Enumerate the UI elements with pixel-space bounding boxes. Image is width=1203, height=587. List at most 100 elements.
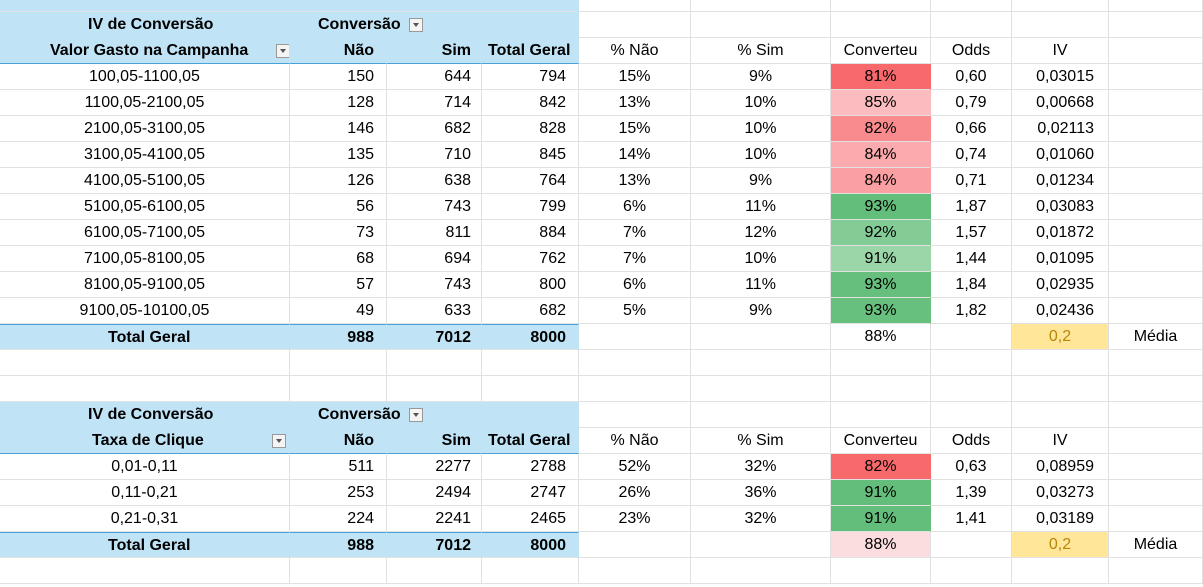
value-pct-nao[interactable]: 13%	[579, 168, 691, 194]
value-converteu[interactable]: 85%	[831, 90, 931, 116]
value-nao[interactable]: 57	[290, 272, 387, 298]
value-total[interactable]: 845	[482, 142, 579, 168]
cell[interactable]	[579, 558, 691, 584]
value-iv[interactable]: 0,03189	[1012, 506, 1109, 532]
row-label[interactable]: 3100,05-4100,05	[0, 142, 290, 168]
cell[interactable]	[1109, 194, 1203, 220]
value-converteu[interactable]: 92%	[831, 220, 931, 246]
value-pct-sim[interactable]: 11%	[691, 194, 831, 220]
value-pct-nao[interactable]: 7%	[579, 220, 691, 246]
total-iv-average[interactable]: 0,2	[1012, 324, 1109, 350]
cell[interactable]	[931, 532, 1012, 558]
value-total[interactable]: 828	[482, 116, 579, 142]
cell[interactable]	[482, 350, 579, 376]
row-label[interactable]: 6100,05-7100,05	[0, 220, 290, 246]
value-total[interactable]: 799	[482, 194, 579, 220]
row-label[interactable]: 8100,05-9100,05	[0, 272, 290, 298]
cell[interactable]	[831, 0, 931, 12]
cell[interactable]	[1109, 116, 1203, 142]
cell[interactable]	[482, 0, 579, 12]
cell[interactable]	[1012, 402, 1109, 428]
cell[interactable]	[931, 402, 1012, 428]
value-pct-nao[interactable]: 52%	[579, 454, 691, 480]
cell[interactable]	[1109, 246, 1203, 272]
value-odds[interactable]: 0,74	[931, 142, 1012, 168]
cell[interactable]	[1012, 558, 1109, 584]
value-pct-sim[interactable]: 11%	[691, 272, 831, 298]
value-pct-nao[interactable]: 14%	[579, 142, 691, 168]
cell[interactable]	[1109, 558, 1203, 584]
value-converteu[interactable]: 82%	[831, 116, 931, 142]
cell[interactable]	[831, 350, 931, 376]
value-converteu[interactable]: 91%	[831, 506, 931, 532]
cell[interactable]	[579, 0, 691, 12]
cell[interactable]	[387, 376, 482, 402]
cell[interactable]	[1109, 90, 1203, 116]
value-odds[interactable]: 1,84	[931, 272, 1012, 298]
value-sim[interactable]: 638	[387, 168, 482, 194]
value-nao[interactable]: 511	[290, 454, 387, 480]
value-sim[interactable]: 811	[387, 220, 482, 246]
value-converteu[interactable]: 93%	[831, 272, 931, 298]
cell[interactable]	[290, 0, 387, 12]
value-sim[interactable]: 714	[387, 90, 482, 116]
cell[interactable]	[387, 558, 482, 584]
value-pct-nao[interactable]: 6%	[579, 272, 691, 298]
value-converteu[interactable]: 84%	[831, 142, 931, 168]
row-label[interactable]: 7100,05-8100,05	[0, 246, 290, 272]
cell[interactable]	[691, 12, 831, 38]
row-filter-dropdown-icon[interactable]	[271, 433, 286, 448]
value-pct-sim[interactable]: 36%	[691, 480, 831, 506]
cell[interactable]	[1109, 38, 1203, 64]
value-pct-sim[interactable]: 32%	[691, 454, 831, 480]
value-odds[interactable]: 1,39	[931, 480, 1012, 506]
value-total[interactable]: 682	[482, 298, 579, 324]
cell[interactable]	[691, 324, 831, 350]
cell[interactable]	[1012, 376, 1109, 402]
cell[interactable]	[831, 402, 931, 428]
cell[interactable]	[579, 350, 691, 376]
cell[interactable]	[691, 558, 831, 584]
cell[interactable]	[691, 0, 831, 12]
value-iv[interactable]: 0,03015	[1012, 64, 1109, 90]
value-iv[interactable]: 0,02113	[1012, 116, 1109, 142]
value-odds[interactable]: 0,66	[931, 116, 1012, 142]
value-pct-sim[interactable]: 10%	[691, 142, 831, 168]
value-odds[interactable]: 0,60	[931, 64, 1012, 90]
cell[interactable]	[482, 558, 579, 584]
media-label[interactable]: Média	[1109, 532, 1203, 558]
value-converteu[interactable]: 91%	[831, 480, 931, 506]
value-odds[interactable]: 0,79	[931, 90, 1012, 116]
cell[interactable]	[831, 12, 931, 38]
value-nao[interactable]: 126	[290, 168, 387, 194]
value-sim[interactable]: 644	[387, 64, 482, 90]
cell[interactable]	[579, 324, 691, 350]
value-nao[interactable]: 49	[290, 298, 387, 324]
value-sim[interactable]: 2494	[387, 480, 482, 506]
column-filter-dropdown-icon[interactable]	[408, 407, 423, 422]
cell[interactable]	[1109, 402, 1203, 428]
value-pct-nao[interactable]: 7%	[579, 246, 691, 272]
value-iv[interactable]: 0,03083	[1012, 194, 1109, 220]
value-converteu[interactable]: 84%	[831, 168, 931, 194]
value-total[interactable]: 800	[482, 272, 579, 298]
value-pct-sim[interactable]: 9%	[691, 168, 831, 194]
cell[interactable]	[0, 350, 290, 376]
cell[interactable]	[579, 402, 691, 428]
cell[interactable]	[1109, 64, 1203, 90]
cell[interactable]	[1109, 428, 1203, 454]
value-odds[interactable]: 0,63	[931, 454, 1012, 480]
value-total[interactable]: 764	[482, 168, 579, 194]
value-total[interactable]: 2465	[482, 506, 579, 532]
cell[interactable]	[1109, 272, 1203, 298]
value-pct-nao[interactable]: 5%	[579, 298, 691, 324]
column-filter-dropdown-icon[interactable]	[408, 17, 423, 32]
value-iv[interactable]: 0,01234	[1012, 168, 1109, 194]
value-nao[interactable]: 128	[290, 90, 387, 116]
value-total[interactable]: 794	[482, 64, 579, 90]
cell[interactable]	[831, 558, 931, 584]
cell[interactable]	[691, 402, 831, 428]
value-pct-sim[interactable]: 10%	[691, 246, 831, 272]
value-nao[interactable]: 150	[290, 64, 387, 90]
value-sim[interactable]: 743	[387, 272, 482, 298]
